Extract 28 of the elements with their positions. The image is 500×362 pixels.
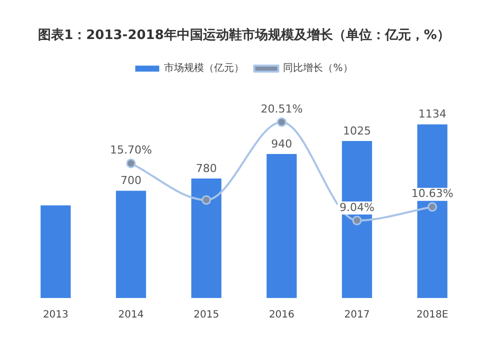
data-label: 9.04%	[340, 200, 374, 214]
point	[276, 117, 286, 127]
bar	[266, 154, 297, 298]
data-label: 10.63%	[411, 187, 454, 200]
bar	[116, 190, 146, 298]
chart-title: 图表1：2013-2018年中国运动鞋市场规模及增长（单位：亿元，%）	[38, 27, 450, 44]
point	[126, 158, 136, 168]
data-label: 780	[196, 162, 217, 175]
x-tick-label: 2016	[268, 310, 294, 321]
point	[428, 202, 438, 212]
x-tick-label: 2018E	[416, 310, 448, 321]
legend-label: 同比增长（%）	[283, 62, 353, 74]
data-label: 1025	[343, 124, 371, 138]
point	[202, 195, 212, 205]
data-label: 940	[271, 137, 292, 150]
x-tick-label: 2017	[344, 310, 370, 321]
bar	[191, 178, 222, 298]
x-tick-label: 2013	[42, 310, 68, 321]
data-label: 1134	[418, 108, 446, 121]
x-tick-label: 2015	[194, 310, 220, 321]
point	[352, 216, 362, 226]
data-label: 700	[120, 174, 142, 188]
data-label: 20.51%	[260, 102, 303, 116]
bar	[40, 205, 71, 298]
bar	[342, 141, 372, 298]
data-label: 15.70%	[110, 144, 152, 157]
legend-label: 市场规模（亿元）	[164, 62, 244, 74]
x-tick-label: 2014	[118, 310, 144, 321]
